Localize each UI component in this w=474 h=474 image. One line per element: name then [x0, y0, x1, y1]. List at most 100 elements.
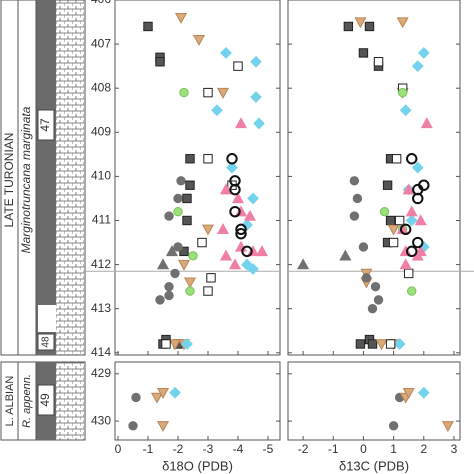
point: [396, 17, 409, 29]
point: [402, 388, 415, 399]
point: [373, 57, 384, 67]
point: [173, 206, 183, 217]
point: [233, 61, 243, 71]
x-tick-label: -2: [298, 442, 309, 456]
point: [155, 295, 165, 305]
point: [388, 237, 399, 248]
point: [156, 421, 170, 433]
point: [402, 183, 415, 195]
point: [182, 215, 192, 226]
point: [131, 392, 141, 403]
point: [406, 153, 418, 165]
x-axis-title: δ18O (PDB): [162, 458, 233, 473]
point: [352, 193, 363, 204]
x-tick-label: -2: [173, 442, 184, 456]
point: [412, 192, 424, 205]
point: [177, 259, 191, 271]
point: [181, 338, 193, 350]
point: [354, 17, 367, 29]
point: [179, 87, 189, 98]
point: [247, 263, 259, 275]
point: [220, 47, 232, 59]
point: [399, 104, 412, 117]
bed-label: 49: [38, 393, 52, 407]
point: [176, 176, 186, 186]
point: [182, 193, 192, 204]
point: [343, 21, 354, 32]
point: [173, 193, 183, 204]
x-tick-label: 0: [115, 442, 122, 456]
point: [155, 57, 165, 67]
x-tick-label: -3: [203, 442, 214, 456]
point: [197, 237, 207, 248]
point: [394, 215, 405, 226]
point: [219, 249, 233, 261]
point: [216, 87, 230, 99]
x-tick-label: -4: [233, 442, 244, 456]
point: [174, 12, 188, 24]
point: [250, 55, 262, 68]
point: [156, 388, 170, 399]
zone-label: Marginotruncana marginata: [19, 106, 33, 253]
point: [388, 421, 399, 431]
point: [216, 223, 230, 235]
point: [234, 117, 248, 129]
point: [253, 117, 265, 130]
point: [128, 421, 138, 431]
y-tick-label: 409: [91, 124, 111, 138]
zone-label: R. appenn.: [21, 374, 33, 428]
x-tick-label: -1: [328, 442, 339, 456]
point: [375, 339, 388, 351]
point: [235, 223, 247, 236]
point: [399, 223, 412, 236]
point: [391, 154, 402, 164]
point: [404, 268, 414, 279]
point: [228, 258, 242, 270]
point: [143, 21, 153, 32]
stage-label: LATE TURONIAN: [2, 133, 16, 228]
plot-frame: [287, 361, 461, 441]
strat-column-lower: L. ALBIAN R. appenn. 49: [0, 361, 86, 441]
point: [407, 286, 417, 296]
point: [370, 281, 381, 292]
point: [411, 60, 424, 73]
point: [241, 245, 253, 258]
x-tick-label: 3: [451, 442, 458, 456]
point: [229, 205, 241, 218]
y-tick-label: 430: [91, 413, 111, 427]
y-tick-label: 413: [91, 301, 111, 315]
point: [385, 339, 396, 349]
y-tick-label: 408: [91, 80, 111, 94]
point: [185, 180, 195, 190]
point: [349, 211, 360, 221]
point: [411, 161, 424, 174]
point: [358, 242, 369, 252]
point: [420, 117, 433, 129]
point: [250, 91, 262, 103]
point: [355, 339, 366, 349]
point: [373, 295, 384, 305]
point: [367, 303, 378, 314]
x-tick-label: 2: [420, 442, 427, 456]
plot-frame: [114, 361, 281, 441]
point: [417, 47, 430, 59]
y-tick-label: 429: [91, 366, 111, 380]
point: [183, 277, 197, 289]
point: [188, 251, 198, 261]
point: [255, 245, 269, 257]
point: [203, 286, 213, 296]
point: [361, 273, 372, 283]
point: [399, 258, 412, 270]
point: [185, 286, 195, 296]
bed-label: 48: [41, 336, 52, 348]
point: [387, 224, 400, 236]
point: [339, 249, 352, 261]
point: [226, 161, 238, 174]
point: [235, 228, 247, 240]
y-tick-label: 410: [91, 169, 111, 183]
plot-frame: [287, 0, 461, 356]
x-axis-title: δ13C (PDB): [339, 458, 409, 473]
y-tick-label: 407: [91, 36, 111, 50]
point: [241, 218, 253, 231]
point: [247, 192, 259, 205]
